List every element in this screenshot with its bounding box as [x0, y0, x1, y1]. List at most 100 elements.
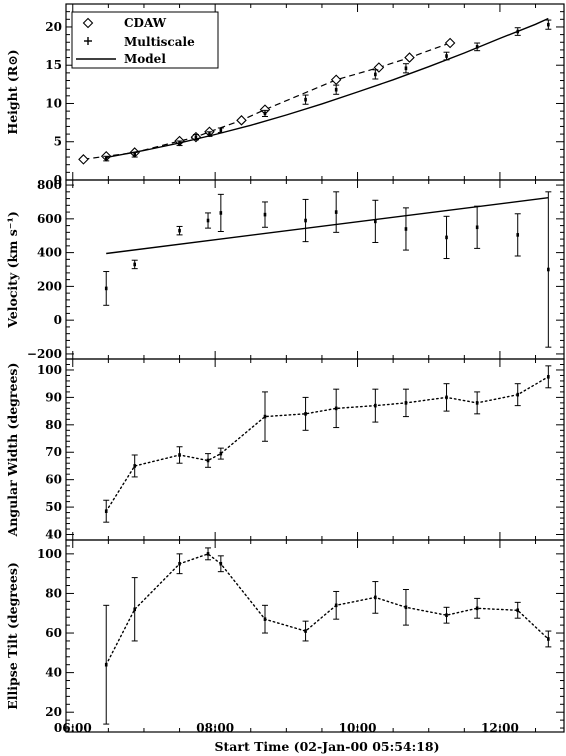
y-tick-label: −200 [27, 347, 62, 361]
data-point [206, 218, 210, 223]
data-point [475, 606, 479, 611]
data-point [374, 219, 377, 224]
ellipse-tilt-x-ticks: 06:00 08:00 10:00 12:00 [54, 540, 537, 735]
data-point [304, 412, 307, 416]
panel-ellipse-tilt: 20 40 60 80 100 06:00 08:00 10:00 12:00 Ellipse… [5, 539, 565, 735]
legend-model-label: Model [124, 52, 166, 66]
ellipse-tilt-y-ticks: 20 40 60 80 100 [37, 545, 564, 729]
data-point [104, 286, 108, 291]
height-ylabel: Height (R⊙) [5, 49, 20, 134]
data-point [404, 605, 408, 610]
data-point [334, 603, 338, 608]
angular-width-ylabel: Angular Width (degrees) [5, 363, 20, 538]
angular-width-y-ticks: 40 50 60 70 80 90 100 [37, 358, 564, 542]
y-tick-label: 800 [37, 178, 62, 192]
x-tick-label: 06:00 [54, 721, 92, 735]
panel-height: 0 5 10 15 20 Height (R⊙) CDAW Multiscale Mod… [5, 3, 565, 187]
data-point [263, 414, 267, 419]
data-point [445, 235, 448, 240]
dotted-line [105, 553, 549, 666]
legend-multiscale-label: Multiscale [124, 35, 195, 49]
y-tick-label: 40 [45, 528, 62, 542]
velocity-data [103, 191, 552, 348]
height-y-ticks: 0 5 10 15 20 [45, 3, 564, 187]
y-tick-label: 400 [37, 246, 62, 260]
data-point [178, 453, 181, 457]
data-point [304, 97, 307, 102]
legend-cdaw-marker [82, 17, 94, 29]
data-point [219, 128, 223, 133]
data-point [133, 464, 137, 468]
data-point [404, 66, 408, 71]
panel-angular-width: 40 50 60 70 80 90 100 Angular Width (degrees) [5, 358, 565, 542]
cdaw-point [236, 115, 247, 126]
cdaw-point [444, 37, 456, 49]
data-point [178, 561, 181, 566]
data-point [547, 22, 550, 27]
y-tick-label: 5 [54, 135, 62, 149]
data-point [374, 403, 377, 408]
data-point [104, 156, 108, 161]
velocity-ylabel: Velocity (km s⁻¹) [5, 211, 20, 329]
cdaw-point [78, 154, 89, 165]
height-legend: CDAW Multiscale Model [71, 11, 219, 69]
y-tick-label: 15 [45, 58, 62, 72]
data-point [547, 637, 550, 641]
y-tick-label: 10 [45, 96, 62, 110]
y-tick-label: 60 [45, 473, 62, 487]
data-point [219, 561, 223, 566]
angular-width-x-ticks [72, 359, 537, 540]
model-line [106, 197, 549, 255]
data-point [404, 401, 408, 405]
data-point [445, 54, 448, 58]
y-tick-label: 0 [54, 313, 62, 327]
y-tick-label: 600 [37, 212, 62, 226]
x-tick-label: 10:00 [339, 721, 377, 735]
y-tick-label: 100 [37, 547, 62, 561]
velocity-frame [65, 179, 565, 360]
ellipse-tilt-data [103, 547, 552, 725]
data-point [445, 613, 448, 618]
x-tick-label: 12:00 [481, 721, 519, 735]
data-point [404, 227, 408, 231]
model-line [106, 17, 549, 159]
data-point [547, 375, 550, 379]
y-tick-label: 90 [45, 390, 62, 404]
y-tick-label: 200 [37, 279, 62, 293]
data-point [104, 662, 108, 667]
y-tick-label: 100 [37, 363, 62, 377]
data-point [194, 135, 198, 139]
angular-width-data [103, 365, 552, 523]
y-tick-label: 20 [45, 705, 62, 719]
data-point [334, 210, 338, 214]
panel-velocity: −200 0 200 400 600 800 Velocity (km s⁻¹) [5, 178, 565, 361]
cdaw-point [330, 74, 342, 86]
ellipse-tilt-ylabel: Ellipse Tilt (degrees) [5, 562, 20, 710]
data-point [475, 45, 479, 49]
y-tick-label: 50 [45, 500, 62, 514]
ellipse-tilt-axis-frame [65, 539, 565, 733]
velocity-y-ticks: −200 0 200 400 600 800 [27, 178, 564, 361]
data-point [219, 211, 223, 215]
data-point [263, 212, 267, 217]
velocity-x-ticks [72, 180, 537, 359]
cdaw-point [404, 52, 415, 63]
data-point [263, 111, 267, 116]
data-point [374, 595, 377, 600]
height-data [78, 17, 552, 165]
height-x-ticks [72, 4, 537, 180]
y-tick-label: 70 [45, 445, 62, 459]
data-point [219, 451, 223, 456]
data-point [547, 267, 550, 272]
data-point [206, 458, 210, 463]
y-tick-label: 20 [45, 20, 62, 34]
angular-width-frame [65, 358, 565, 541]
data-point [516, 608, 520, 613]
angular-width-axis-frame [65, 358, 565, 541]
legend-multiscale-marker [84, 37, 92, 45]
data-point [208, 132, 211, 136]
legend-diamond-icon [82, 17, 94, 29]
velocity-axis-frame [65, 179, 565, 360]
x-tick-label: 08:00 [196, 721, 234, 735]
